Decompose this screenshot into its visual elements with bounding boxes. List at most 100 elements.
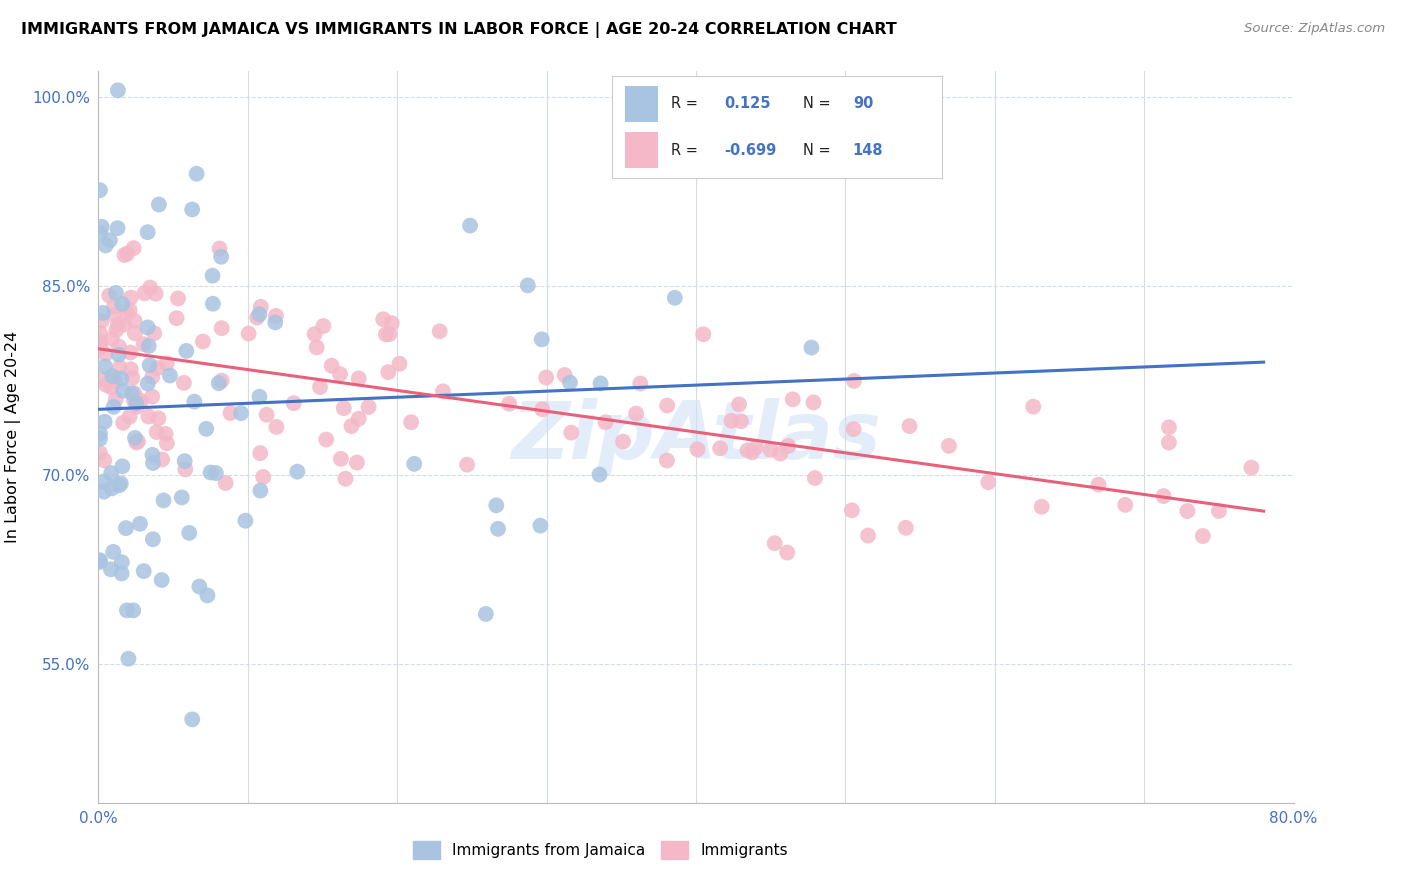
Text: IMMIGRANTS FROM JAMAICA VS IMMIGRANTS IN LABOR FORCE | AGE 20-24 CORRELATION CHA: IMMIGRANTS FROM JAMAICA VS IMMIGRANTS IN… [21, 22, 897, 38]
Point [247, 307, 270, 321]
Point [938, 439, 960, 453]
Point [309, 380, 332, 394]
Point [744, 441, 766, 455]
Point [125, 400, 148, 414]
Text: ZipAtlas: ZipAtlas [510, 398, 882, 476]
Point [373, 312, 395, 326]
Point [103, 308, 125, 322]
Point [124, 386, 146, 401]
Point [589, 376, 612, 391]
Point [173, 376, 195, 390]
Point [89, 341, 111, 355]
Point [145, 425, 167, 439]
Point [211, 374, 233, 388]
Point [136, 376, 159, 391]
Point [475, 607, 498, 621]
Point [91, 306, 114, 320]
Point [977, 475, 1000, 490]
Point [842, 374, 865, 388]
Point [321, 359, 343, 373]
Point [332, 401, 354, 416]
Point [139, 280, 162, 294]
Point [315, 433, 337, 447]
Point [125, 435, 148, 450]
Point [120, 291, 142, 305]
Point [118, 303, 141, 318]
Point [554, 368, 576, 382]
Point [101, 369, 124, 384]
Point [1208, 504, 1230, 518]
Point [235, 514, 257, 528]
Point [105, 323, 128, 337]
Point [183, 394, 205, 409]
Point [246, 310, 269, 325]
Point [531, 402, 554, 417]
Point [115, 306, 138, 320]
Point [763, 536, 786, 550]
Point [166, 311, 188, 326]
Point [143, 326, 166, 341]
Point [146, 361, 169, 376]
Point [534, 370, 557, 384]
Point [612, 434, 634, 449]
Point [238, 326, 260, 341]
Point [148, 411, 170, 425]
Point [720, 414, 742, 428]
Point [111, 566, 134, 581]
Point [529, 518, 551, 533]
Point [89, 446, 111, 460]
Point [264, 315, 287, 329]
Point [1114, 498, 1136, 512]
Point [312, 318, 335, 333]
Point [142, 456, 165, 470]
Point [142, 533, 165, 547]
Point [93, 453, 115, 467]
Point [516, 278, 538, 293]
Point [252, 470, 274, 484]
Legend: Immigrants from Jamaica, Immigrants: Immigrants from Jamaica, Immigrants [406, 835, 794, 864]
Point [624, 407, 647, 421]
Point [114, 248, 136, 262]
Point [111, 555, 134, 569]
Point [155, 427, 177, 442]
Point [498, 397, 520, 411]
Point [98, 288, 121, 302]
Point [374, 327, 396, 342]
Point [741, 445, 763, 459]
Y-axis label: In Labor Force | Age 20-24: In Labor Force | Age 20-24 [6, 331, 21, 543]
Point [200, 466, 222, 480]
Point [776, 545, 799, 559]
Point [560, 425, 582, 440]
Point [122, 241, 145, 255]
Point [150, 452, 173, 467]
Point [136, 320, 159, 334]
Text: Source: ZipAtlas.com: Source: ZipAtlas.com [1244, 22, 1385, 36]
Point [211, 321, 233, 335]
Point [381, 316, 404, 330]
Point [98, 233, 121, 247]
Point [138, 339, 160, 353]
Point [256, 408, 278, 422]
Point [94, 238, 117, 252]
Point [249, 446, 271, 460]
Point [197, 588, 219, 602]
Point [128, 394, 150, 409]
Point [655, 399, 678, 413]
Point [104, 374, 127, 388]
Point [93, 372, 115, 386]
Point [595, 415, 617, 429]
Bar [624, 87, 658, 122]
Point [264, 309, 287, 323]
Point [89, 226, 111, 240]
Point [399, 415, 422, 429]
Point [357, 400, 380, 414]
Point [101, 373, 124, 387]
Point [104, 392, 127, 407]
Point [346, 456, 368, 470]
Point [89, 426, 111, 441]
Point [898, 419, 921, 434]
Point [266, 420, 288, 434]
Point [188, 580, 211, 594]
Point [1153, 489, 1175, 503]
Point [132, 564, 155, 578]
